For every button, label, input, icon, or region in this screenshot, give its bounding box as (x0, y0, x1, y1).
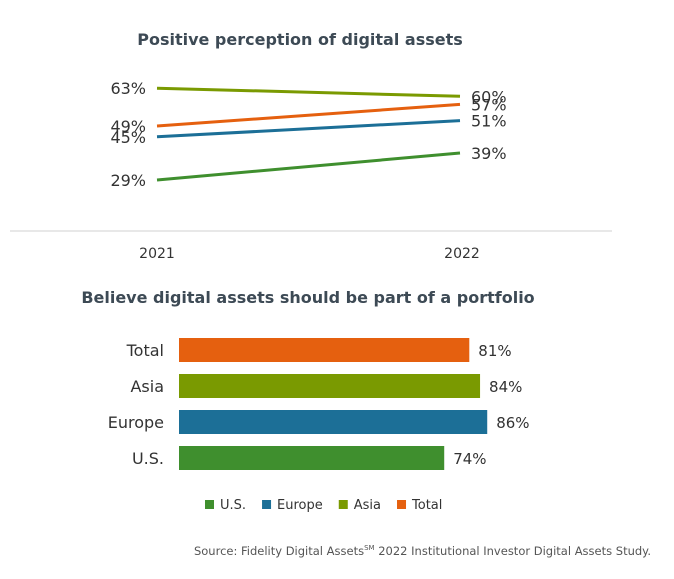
data-label-2021-total: 49% (110, 117, 146, 136)
data-label-2022-asia: 60% (471, 87, 507, 106)
line-series-u-s (156, 151, 461, 182)
data-label-2021-asia: 63% (110, 79, 146, 98)
source-note: Source: Fidelity Digital AssetsSM 2022 I… (194, 544, 651, 558)
data-label-2021-europe: 45% (110, 128, 146, 147)
category-label-total: Total (126, 341, 164, 360)
line-chart-x-ticks: 2021 2022 (139, 246, 480, 262)
bar-asia (179, 374, 481, 398)
bar-u-s (179, 446, 445, 470)
data-label-2022-europe: 51% (471, 112, 507, 131)
source-prefix: Source: Fidelity Digital Assets (194, 544, 364, 558)
source-superscript: SM (364, 544, 374, 552)
legend-label-total: Total (411, 498, 442, 513)
line-series-total (156, 102, 461, 128)
bar-value-label-u-s: 74% (453, 450, 486, 468)
category-label-asia: Asia (130, 377, 164, 396)
x-tick-label-2021: 2021 (139, 246, 175, 262)
bar-chart-plot: Total 81% Asia 84% Europe 86% U.S. 74% (108, 338, 530, 470)
source-suffix: 2022 Institutional Investor Digital Asse… (375, 544, 651, 558)
line-series-asia (156, 86, 461, 98)
legend-swatch-total (397, 500, 407, 509)
line-chart-plot: 29% 39% 45% 51% 63% 60% 49% 57% (110, 79, 506, 190)
legend-label-europe: Europe (277, 498, 323, 513)
line-series-europe (156, 119, 461, 139)
legend-label-u-s: U.S. (220, 498, 246, 513)
x-tick-label-2022: 2022 (444, 246, 480, 262)
data-label-2021-u-s: 29% (110, 171, 146, 190)
line-chart-title: Positive perception of digital assets (137, 30, 463, 49)
legend-swatch-asia (338, 500, 348, 509)
bar-value-label-europe: 86% (496, 414, 529, 432)
data-label-2022-u-s: 39% (471, 144, 507, 163)
bar-value-label-total: 81% (478, 342, 511, 360)
bar-total (179, 338, 470, 362)
legend-label-asia: Asia (354, 498, 381, 513)
category-label-europe: Europe (108, 413, 164, 432)
category-label-u-s: U.S. (132, 449, 164, 468)
bar-chart-legend: U.S. Europe Asia Total (205, 498, 442, 513)
bar-europe (179, 410, 488, 434)
data-label-2022-total: 57% (471, 95, 507, 114)
legend-swatch-u-s (205, 500, 214, 509)
bar-chart-title: Believe digital assets should be part of… (81, 288, 534, 307)
bar-value-label-asia: 84% (489, 378, 522, 396)
legend-swatch-europe (262, 500, 272, 509)
